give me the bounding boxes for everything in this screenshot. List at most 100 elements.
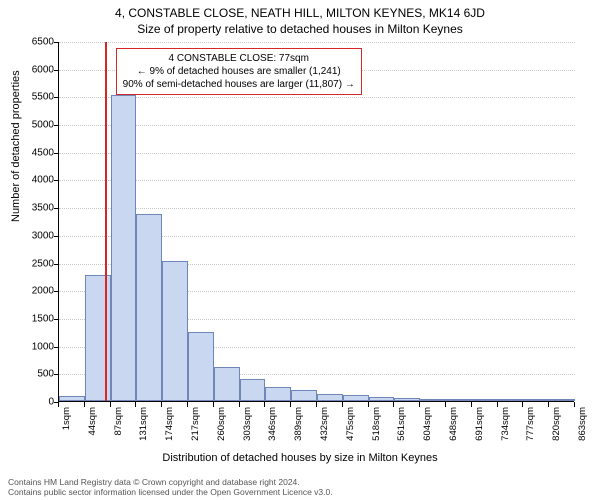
x-tick-label: 346sqm (267, 407, 278, 441)
y-tick-label: 0 (14, 397, 54, 408)
x-tick-mark (316, 402, 317, 407)
histogram-bar (498, 399, 524, 401)
gridline (59, 180, 575, 181)
y-tick-mark (54, 125, 59, 126)
histogram-bar (523, 399, 549, 401)
histogram-bar (446, 399, 472, 401)
histogram-bar (188, 332, 214, 401)
x-tick-label: 260sqm (216, 407, 227, 441)
histogram-bar (136, 214, 162, 401)
gridline (59, 97, 575, 98)
x-tick-label: 648sqm (448, 407, 459, 441)
y-tick-mark (54, 153, 59, 154)
x-tick-mark (393, 402, 394, 407)
y-tick-label: 500 (14, 369, 54, 380)
x-tick-label: 518sqm (371, 407, 382, 441)
x-tick-label: 87sqm (113, 407, 124, 436)
x-tick-label: 604sqm (422, 407, 433, 441)
x-tick-label: 561sqm (396, 407, 407, 441)
x-tick-label: 820sqm (551, 407, 562, 441)
x-tick-mark (58, 402, 59, 407)
x-tick-label: 863sqm (577, 407, 588, 441)
x-tick-mark (161, 402, 162, 407)
property-marker-line (105, 42, 107, 401)
histogram-bar (240, 379, 266, 401)
footer-attribution: Contains HM Land Registry data © Crown c… (8, 477, 333, 498)
histogram-bar (111, 95, 137, 401)
y-tick-label: 1000 (14, 341, 54, 352)
callout-line-2: ← 9% of detached houses are smaller (1,2… (123, 65, 355, 78)
gridline (59, 42, 575, 43)
x-tick-mark (497, 402, 498, 407)
histogram-bar (420, 399, 446, 401)
histogram-bar (343, 395, 369, 401)
x-tick-mark (471, 402, 472, 407)
x-tick-label: 131sqm (138, 407, 149, 441)
x-tick-mark (187, 402, 188, 407)
x-tick-mark (84, 402, 85, 407)
x-tick-label: 174sqm (164, 407, 175, 441)
y-tick-label: 6000 (14, 64, 54, 75)
x-tick-mark (522, 402, 523, 407)
x-tick-mark (368, 402, 369, 407)
y-tick-label: 1500 (14, 313, 54, 324)
x-tick-mark (239, 402, 240, 407)
y-tick-mark (54, 319, 59, 320)
y-tick-mark (54, 97, 59, 98)
histogram-bar (265, 387, 291, 401)
y-tick-label: 3500 (14, 203, 54, 214)
y-tick-label: 4500 (14, 147, 54, 158)
y-tick-mark (54, 180, 59, 181)
y-tick-mark (54, 70, 59, 71)
footer-line-1: Contains HM Land Registry data © Crown c… (8, 477, 333, 488)
x-tick-mark (110, 402, 111, 407)
y-tick-label: 2500 (14, 258, 54, 269)
callout-line-1: 4 CONSTABLE CLOSE: 77sqm (123, 52, 355, 65)
x-tick-label: 734sqm (500, 407, 511, 441)
y-tick-label: 6500 (14, 37, 54, 48)
x-tick-label: 475sqm (345, 407, 356, 441)
x-tick-label: 691sqm (474, 407, 485, 441)
y-tick-label: 3000 (14, 230, 54, 241)
x-tick-label: 389sqm (293, 407, 304, 441)
y-tick-label: 2000 (14, 286, 54, 297)
y-tick-mark (54, 208, 59, 209)
histogram-bar (214, 367, 240, 401)
y-tick-mark (54, 291, 59, 292)
x-tick-mark (342, 402, 343, 407)
callout-line-3: 90% of semi-detached houses are larger (… (123, 78, 355, 91)
y-tick-mark (54, 42, 59, 43)
x-tick-label: 217sqm (190, 407, 201, 441)
y-tick-mark (54, 347, 59, 348)
y-tick-label: 5500 (14, 92, 54, 103)
x-tick-mark (419, 402, 420, 407)
chart-area: 0500100015002000250030003500400045005000… (58, 42, 574, 402)
x-tick-label: 303sqm (242, 407, 253, 441)
x-tick-label: 432sqm (319, 407, 330, 441)
histogram-bar (549, 399, 575, 401)
y-tick-mark (54, 264, 59, 265)
x-tick-mark (290, 402, 291, 407)
x-tick-mark (135, 402, 136, 407)
histogram-bar (394, 398, 420, 401)
x-tick-mark (264, 402, 265, 407)
x-tick-label: 44sqm (87, 407, 98, 436)
y-tick-mark (54, 236, 59, 237)
x-axis-label: Distribution of detached houses by size … (0, 452, 600, 464)
histogram-bar (317, 394, 343, 401)
histogram-bar (291, 390, 317, 401)
gridline (59, 125, 575, 126)
gridline (59, 208, 575, 209)
y-tick-label: 4000 (14, 175, 54, 186)
chart-title-sub: Size of property relative to detached ho… (0, 20, 600, 36)
chart-title-main: 4, CONSTABLE CLOSE, NEATH HILL, MILTON K… (0, 0, 600, 20)
histogram-bar (369, 397, 395, 401)
y-tick-mark (54, 374, 59, 375)
x-tick-label: 777sqm (525, 407, 536, 441)
callout-box: 4 CONSTABLE CLOSE: 77sqm ← 9% of detache… (116, 48, 362, 95)
x-tick-mark (213, 402, 214, 407)
y-tick-label: 5000 (14, 120, 54, 131)
x-tick-mark (574, 402, 575, 407)
x-tick-mark (445, 402, 446, 407)
footer-line-2: Contains public sector information licen… (8, 487, 333, 498)
